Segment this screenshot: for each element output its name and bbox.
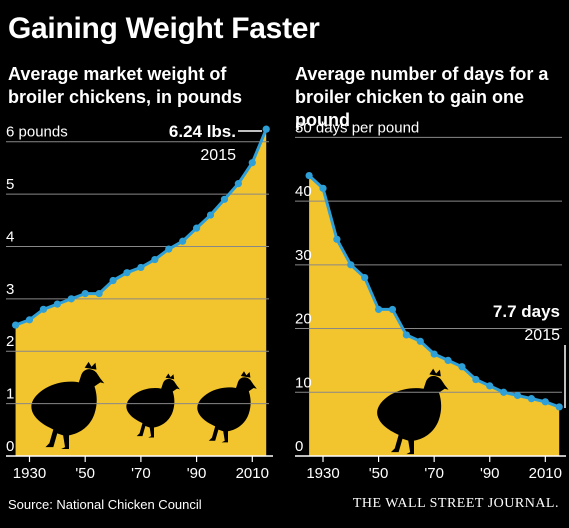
left-subtitle-line1: Average market weight of bbox=[8, 64, 227, 84]
publisher-logo: THE WALL STREET JOURNAL. bbox=[352, 496, 559, 511]
y-tick-label: 4 bbox=[6, 228, 14, 245]
data-point bbox=[444, 356, 452, 365]
x-tick-label: 1930 bbox=[13, 465, 46, 482]
data-point bbox=[11, 321, 20, 329]
right-subtitle-line2: broiler chicken to gain one pound bbox=[295, 87, 525, 130]
y-tick-label: 2 bbox=[6, 333, 14, 350]
data-point bbox=[319, 184, 327, 192]
data-point bbox=[333, 235, 341, 243]
data-point bbox=[402, 331, 410, 339]
data-point bbox=[109, 276, 117, 285]
data-point bbox=[416, 337, 424, 345]
annotation-value: 7.7 days bbox=[493, 302, 560, 321]
page-title: Gaining Weight Faster bbox=[8, 12, 320, 45]
data-point bbox=[541, 398, 549, 406]
left-subtitle-line2: broiler chickens, in pounds bbox=[8, 87, 243, 107]
left-chart-subtitle: Average market weight of broiler chicken… bbox=[8, 63, 278, 109]
y-tick-label: 50 days per pound bbox=[295, 119, 419, 136]
y-tick-label: 10 bbox=[295, 374, 312, 391]
data-point bbox=[361, 273, 369, 282]
x-tick-label: '70 bbox=[424, 465, 444, 482]
data-point bbox=[95, 290, 103, 298]
y-tick-label: 5 bbox=[6, 176, 14, 193]
data-point bbox=[513, 391, 522, 400]
data-point bbox=[53, 300, 61, 308]
right-chart-subtitle: Average number of days for a broiler chi… bbox=[295, 63, 569, 132]
y-tick-label: 6 pounds bbox=[6, 124, 68, 141]
data-point bbox=[430, 350, 438, 358]
x-tick-label: 1930 bbox=[306, 465, 339, 482]
data-point bbox=[25, 316, 34, 324]
data-point bbox=[192, 224, 201, 232]
data-point bbox=[500, 388, 508, 396]
data-point bbox=[262, 125, 270, 133]
source-note: Source: National Chicken Council bbox=[8, 497, 202, 512]
data-point bbox=[165, 245, 173, 253]
data-point bbox=[206, 211, 215, 219]
data-point bbox=[472, 375, 480, 384]
data-point bbox=[151, 255, 159, 264]
y-tick-label: 3 bbox=[6, 281, 14, 298]
left-chart: 0 1 2 3 4 5 6 pounds 1930 '50 '70 '90 2010 6.24 lbs.… bbox=[6, 122, 273, 482]
y-tick-label: 1 bbox=[6, 386, 14, 403]
data-point bbox=[234, 180, 242, 188]
y-tick-label: 20 bbox=[295, 311, 312, 328]
data-point bbox=[305, 172, 313, 180]
x-tick-label: '90 bbox=[480, 465, 500, 482]
annotation-value: 6.24 lbs. bbox=[169, 122, 236, 141]
x-tick-label: '90 bbox=[187, 465, 207, 482]
data-point bbox=[527, 395, 536, 403]
x-tick-label: '50 bbox=[369, 465, 389, 482]
data-point bbox=[137, 263, 145, 272]
data-point bbox=[123, 269, 131, 277]
area-fill bbox=[15, 129, 267, 456]
x-tick-label: 2010 bbox=[529, 465, 562, 482]
data-point bbox=[486, 382, 494, 390]
data-point bbox=[248, 159, 256, 167]
y-tick-label: 0 bbox=[6, 438, 14, 455]
data-point bbox=[179, 237, 187, 245]
data-point bbox=[39, 305, 48, 313]
area-fill bbox=[309, 175, 560, 456]
data-point bbox=[347, 261, 355, 269]
right-subtitle-line1: Average number of days for a bbox=[295, 64, 549, 84]
data-point bbox=[220, 195, 229, 203]
data-point bbox=[555, 403, 563, 411]
y-tick-label: 40 bbox=[295, 183, 312, 200]
data-point bbox=[374, 305, 383, 314]
annotation-year: 2015 bbox=[200, 147, 236, 164]
data-point bbox=[388, 305, 397, 314]
data-point bbox=[67, 295, 75, 303]
y-tick-label: 0 bbox=[295, 438, 303, 455]
right-chart: 0 10 20 30 40 50 days per pound 1930 '50 '70 '90 2… bbox=[295, 119, 566, 482]
x-tick-label: 2010 bbox=[236, 465, 269, 482]
annotation-year: 2015 bbox=[524, 327, 560, 344]
x-tick-label: '70 bbox=[131, 465, 151, 482]
y-tick-label: 30 bbox=[295, 247, 312, 264]
x-tick-label: '50 bbox=[75, 465, 95, 482]
data-point bbox=[458, 363, 466, 371]
data-point bbox=[81, 290, 89, 298]
